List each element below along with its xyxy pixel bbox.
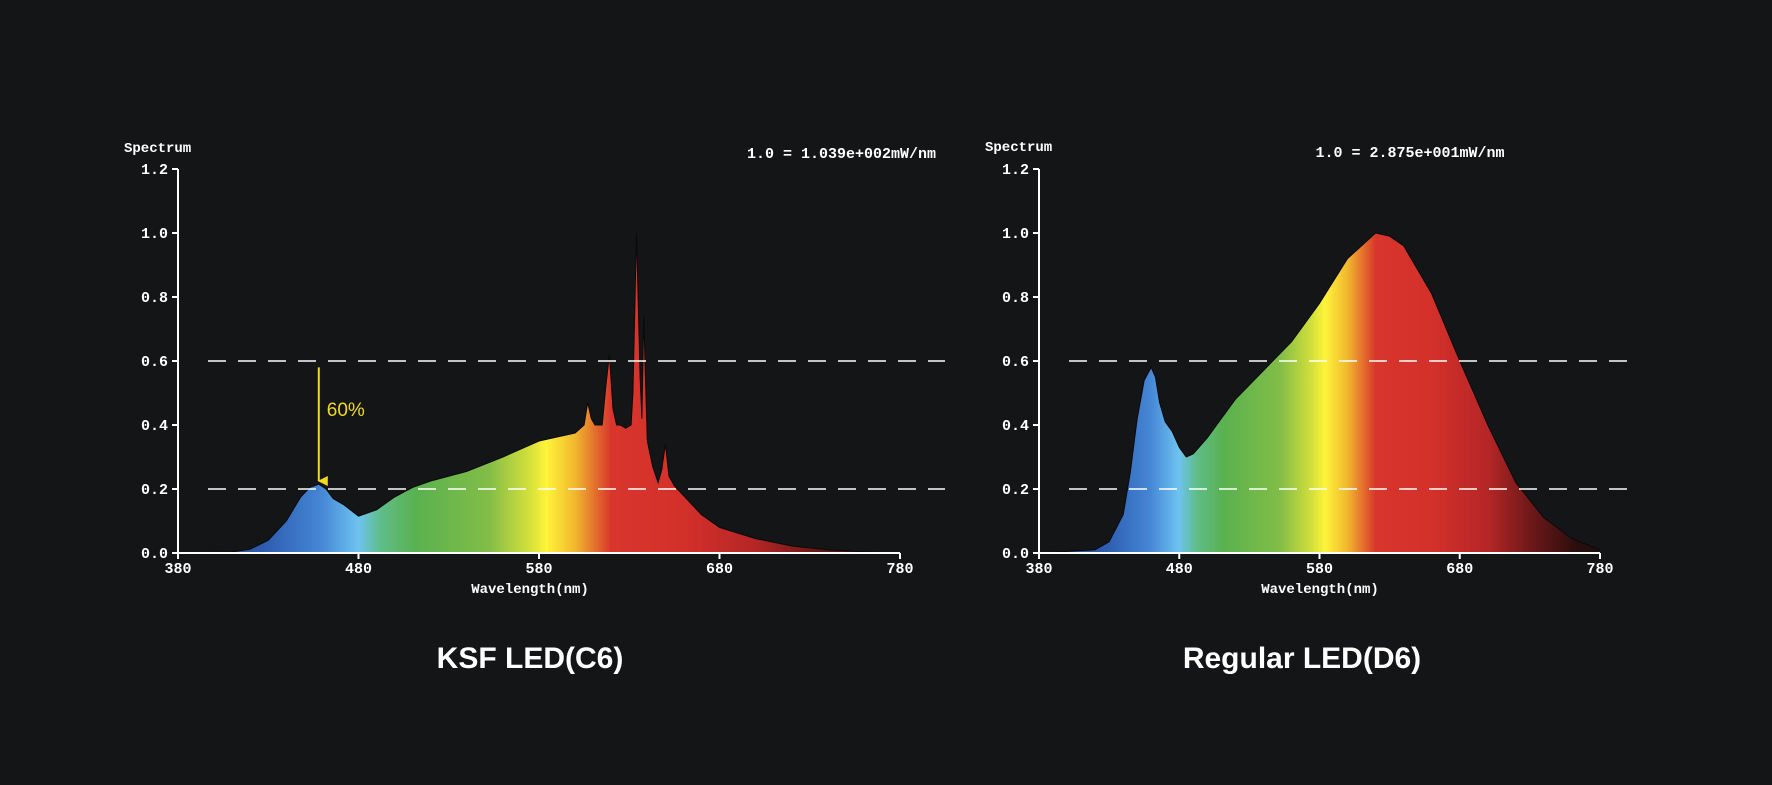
ksf-x-ticks: 380 480 580 680 780 [164, 553, 914, 578]
ksf-chart-title: KSF LED(C6) [437, 642, 624, 675]
regular-x-axis-label: Wavelength(nm) [1261, 582, 1379, 598]
ksf-y-tick-label-0: 0.0 [141, 546, 168, 563]
regular-y-tick-label-0: 0.0 [1002, 546, 1029, 563]
ksf-y-tick-label-4: 0.8 [141, 290, 168, 307]
ksf-y-tick-label-2: 0.4 [141, 418, 168, 435]
regular-y-axis-label: Spectrum [985, 140, 1052, 156]
regular-y-tick-label-6: 1.2 [1002, 162, 1029, 179]
ksf-scale-note: 1.0 = 1.039e+002mW/nm [747, 146, 936, 163]
ksf-spectrum-outline [180, 232, 900, 554]
ksf-y-tick-label-1: 0.2 [141, 482, 168, 499]
ksf-y-tick-label-3: 0.6 [141, 354, 168, 371]
ksf-annotation-label: 60% [327, 400, 365, 421]
regular-y-tick-label-2: 0.4 [1002, 418, 1029, 435]
regular-y-tick-label-3: 0.6 [1002, 354, 1029, 371]
regular-chart-title: Regular LED(D6) [1183, 642, 1421, 675]
ksf-y-tick-label-5: 1.0 [141, 226, 168, 243]
ksf-x-axis-label: Wavelength(nm) [471, 582, 589, 598]
ksf-spectrum-area [180, 233, 900, 553]
regular-scale-note: 1.0 = 2.875e+001mW/nm [1315, 145, 1504, 162]
regular-x-tick-label-0: 380 [1025, 561, 1052, 578]
regular-spectrum-outline [1040, 232, 1600, 554]
regular-y-tick-label-4: 0.8 [1002, 290, 1029, 307]
regular-x-tick-label-4: 780 [1586, 561, 1613, 578]
regular-x-ticks: 380 480 580 680 780 [1025, 553, 1614, 578]
ksf-x-tick-label-1: 480 [345, 561, 372, 578]
ksf-y-axis-label: Spectrum [124, 141, 191, 157]
ksf-y-ticks: 0.0 0.2 0.4 0.6 0.8 1.0 1.2 [141, 162, 178, 563]
regular-x-tick-label-1: 480 [1166, 561, 1193, 578]
regular-reference-lines [1069, 360, 1636, 490]
ksf-y-tick-label-6: 1.2 [141, 162, 168, 179]
ksf-x-tick-label-4: 780 [886, 561, 913, 578]
ksf-reference-lines [208, 360, 945, 490]
regular-y-ticks: 0.0 0.2 0.4 0.6 0.8 1.0 1.2 [1002, 162, 1039, 563]
ksf-x-tick-label-0: 380 [164, 561, 191, 578]
ksf-chart-panel: 0.0 0.2 0.4 0.6 0.8 1.0 1.2 380 480 580 680 780 Sp… [124, 141, 945, 675]
regular-chart-panel: 0.0 0.2 0.4 0.6 0.8 1.0 1.2 380 480 580 680 780 Sp… [985, 140, 1636, 675]
regular-y-tick-label-1: 0.2 [1002, 482, 1029, 499]
regular-x-tick-label-2: 580 [1306, 561, 1333, 578]
ksf-x-tick-label-2: 580 [525, 561, 552, 578]
regular-x-tick-label-3: 680 [1446, 561, 1473, 578]
regular-y-tick-label-5: 1.0 [1002, 226, 1029, 243]
ksf-x-tick-label-3: 680 [706, 561, 733, 578]
regular-spectrum-area [1040, 233, 1600, 553]
